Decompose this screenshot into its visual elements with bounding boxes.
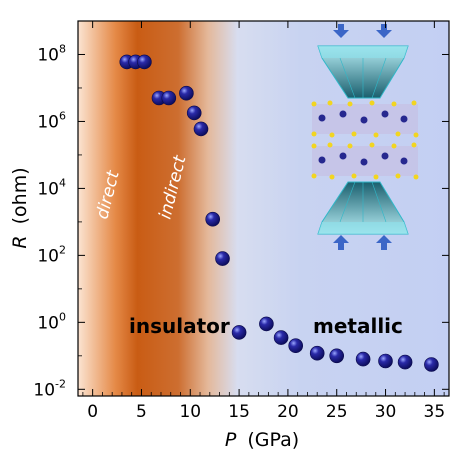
x-tick-label: 15	[228, 402, 250, 422]
data-point	[378, 353, 393, 369]
y-axis-unit: (ohm)	[9, 167, 31, 224]
pressure-arrow-top-left-icon	[333, 24, 349, 38]
data-point	[179, 85, 194, 101]
y-tick-labels: 108 106 104 102 100 10-2	[33, 42, 66, 400]
data-point	[205, 211, 220, 227]
region-label-insulator: insulator	[129, 314, 230, 338]
x-tick-label: 0	[87, 402, 98, 422]
x-tick-labels: 0 5 10 15 20 25 30 35	[87, 402, 445, 422]
data-point	[137, 54, 152, 70]
y-tick-label: 10-2	[33, 377, 66, 400]
y-tick-label: 104	[37, 176, 66, 199]
y-tick-label: 100	[37, 310, 66, 333]
data-point	[193, 121, 209, 137]
data-point	[259, 316, 274, 332]
y-tick-label: 102	[37, 243, 66, 266]
x-tick-label: 30	[375, 402, 397, 422]
data-point	[329, 348, 345, 364]
pressure-arrow-bottom-left-icon	[333, 235, 349, 250]
data-point	[288, 338, 304, 354]
data-point	[215, 251, 230, 266]
x-axis-label: P (GPa)	[225, 429, 299, 451]
x-axis-symbol: P	[225, 429, 237, 451]
x-axis-unit: (GPa)	[247, 429, 299, 451]
data-point	[161, 90, 177, 106]
data-series	[119, 54, 439, 372]
data-point	[186, 105, 202, 121]
y-tick-label: 106	[37, 109, 66, 132]
y-tick-label: 108	[37, 42, 66, 65]
data-point	[273, 330, 289, 345]
data-point	[231, 325, 247, 340]
x-tick-label: 35	[424, 402, 446, 422]
plot-frame	[77, 20, 450, 397]
data-point	[309, 345, 325, 361]
x-tick-label: 5	[136, 402, 147, 422]
x-tick-label: 25	[326, 402, 348, 422]
data-point	[355, 351, 371, 367]
bottom-diamond-icon	[317, 181, 409, 235]
crystal-structure-icon	[311, 100, 419, 180]
data-point	[397, 354, 413, 370]
top-diamond-icon	[317, 45, 409, 99]
diamond-anvil-inset	[311, 24, 419, 250]
axis-ticks	[78, 20, 449, 396]
pressure-arrow-top-right-icon	[376, 24, 392, 38]
pressure-arrow-bottom-right-icon	[376, 235, 392, 250]
y-axis-label: R (ohm)	[9, 167, 31, 248]
data-point	[424, 357, 439, 372]
x-tick-label: 20	[277, 402, 299, 422]
x-tick-label: 10	[179, 402, 201, 422]
region-label-metallic: metallic	[313, 314, 403, 338]
y-axis-symbol: R	[9, 235, 31, 248]
